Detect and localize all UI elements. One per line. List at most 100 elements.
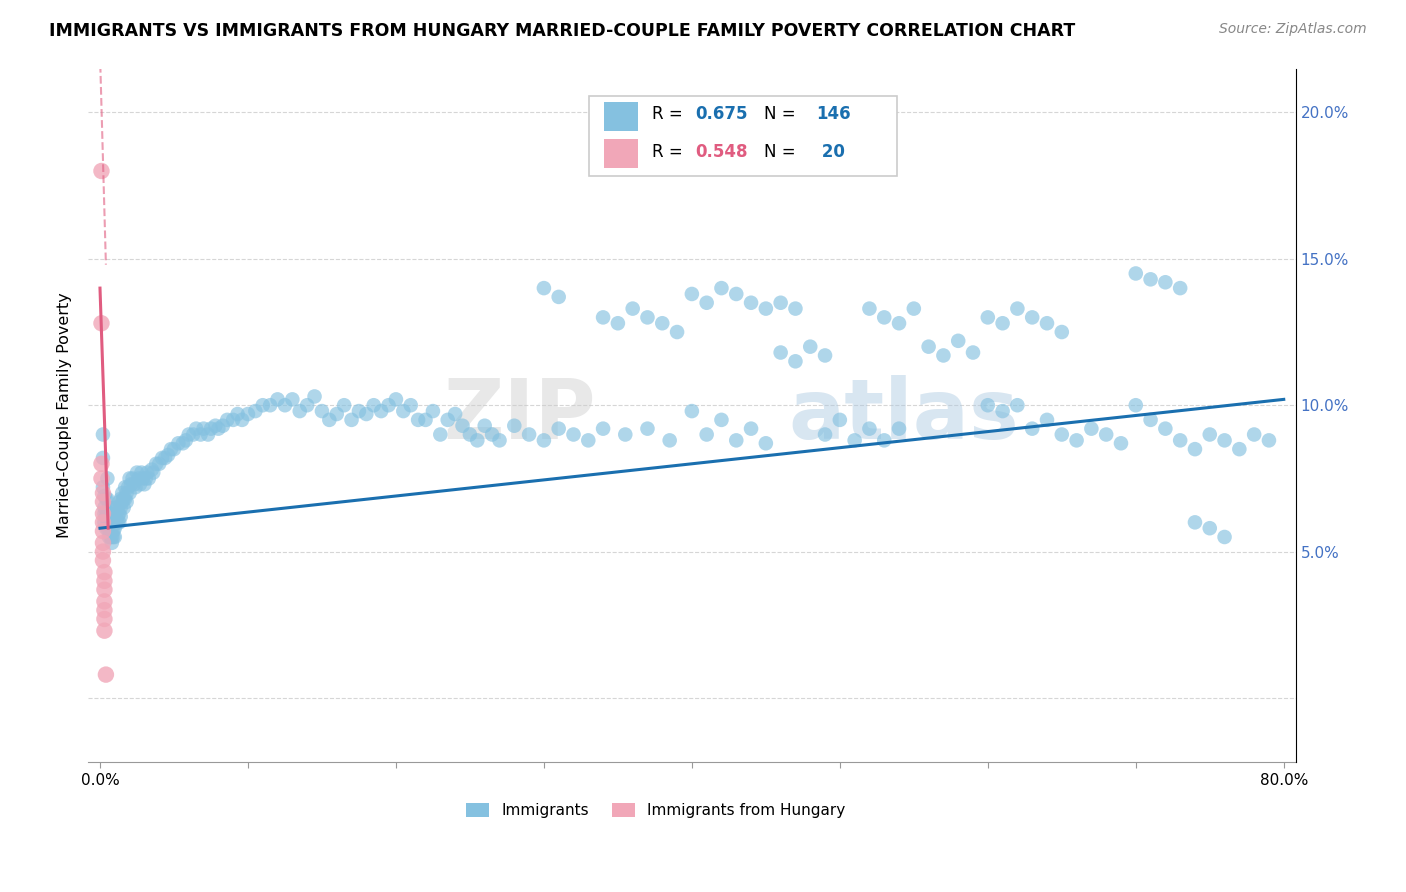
Point — [295, 398, 318, 412]
Point — [304, 389, 326, 403]
Point — [422, 404, 444, 418]
Point — [533, 281, 555, 295]
Point — [1007, 301, 1029, 316]
Point — [94, 667, 117, 681]
Point — [135, 471, 157, 485]
Point — [318, 413, 340, 427]
Point — [592, 310, 614, 325]
Text: 0.675: 0.675 — [696, 105, 748, 123]
Point — [163, 442, 186, 457]
Point — [451, 418, 474, 433]
Point — [103, 524, 125, 538]
Point — [1258, 434, 1281, 448]
Point — [1036, 316, 1059, 330]
Point — [97, 521, 120, 535]
Point — [98, 530, 121, 544]
Point — [91, 486, 114, 500]
Point — [96, 491, 118, 506]
Point — [606, 316, 628, 330]
Point — [101, 530, 124, 544]
Point — [1198, 427, 1220, 442]
Point — [107, 500, 129, 515]
Point — [1021, 422, 1043, 436]
Point — [129, 477, 152, 491]
Point — [112, 500, 135, 515]
Point — [1095, 427, 1118, 442]
Point — [108, 516, 131, 530]
Point — [145, 457, 167, 471]
Point — [96, 516, 118, 530]
Point — [436, 413, 458, 427]
Text: 20: 20 — [817, 143, 845, 161]
Point — [503, 418, 526, 433]
Point — [148, 457, 170, 471]
Text: ZIP: ZIP — [443, 375, 595, 456]
Point — [288, 404, 311, 418]
Point — [1227, 442, 1250, 457]
Point — [101, 521, 124, 535]
Point — [226, 407, 249, 421]
Point — [696, 295, 718, 310]
Point — [124, 480, 146, 494]
Point — [96, 471, 118, 485]
Point — [186, 422, 208, 436]
Point — [311, 404, 333, 418]
Point — [614, 427, 637, 442]
Point — [385, 392, 408, 407]
FancyBboxPatch shape — [589, 96, 897, 176]
Point — [488, 434, 510, 448]
Point — [681, 404, 703, 418]
Point — [157, 448, 180, 462]
Point — [887, 316, 910, 330]
Point — [97, 516, 120, 530]
Point — [91, 536, 114, 550]
Point — [90, 164, 112, 178]
Point — [91, 553, 114, 567]
Point — [1198, 521, 1220, 535]
Point — [91, 427, 114, 442]
Point — [114, 480, 136, 494]
Point — [174, 434, 197, 448]
Point — [167, 436, 190, 450]
Point — [977, 310, 1000, 325]
Point — [160, 442, 183, 457]
Point — [190, 427, 212, 442]
Point — [651, 316, 673, 330]
FancyBboxPatch shape — [603, 103, 637, 131]
Point — [211, 418, 233, 433]
Text: 0.548: 0.548 — [696, 143, 748, 161]
Point — [326, 407, 349, 421]
Point — [91, 495, 114, 509]
Point — [1154, 422, 1177, 436]
Point — [1066, 434, 1088, 448]
Point — [93, 594, 115, 608]
Point — [91, 507, 114, 521]
Point — [991, 316, 1014, 330]
Point — [138, 471, 160, 485]
Legend: Immigrants, Immigrants from Hungary: Immigrants, Immigrants from Hungary — [460, 797, 851, 824]
Point — [204, 418, 226, 433]
Point — [252, 398, 274, 412]
Point — [1050, 325, 1073, 339]
Point — [98, 516, 121, 530]
Point — [125, 466, 148, 480]
Point — [740, 295, 762, 310]
Point — [142, 466, 165, 480]
Point — [873, 310, 896, 325]
Point — [94, 491, 117, 506]
Point — [948, 334, 970, 348]
Point — [115, 486, 138, 500]
Point — [93, 507, 115, 521]
Text: atlas: atlas — [789, 375, 1019, 456]
Point — [1007, 398, 1029, 412]
Point — [1184, 442, 1206, 457]
Point — [259, 398, 281, 412]
Point — [153, 450, 176, 465]
Point — [1050, 427, 1073, 442]
Point — [621, 301, 644, 316]
Y-axis label: Married-Couple Family Poverty: Married-Couple Family Poverty — [58, 293, 72, 539]
Point — [200, 422, 222, 436]
Point — [977, 398, 1000, 412]
Point — [858, 301, 880, 316]
Point — [110, 509, 132, 524]
